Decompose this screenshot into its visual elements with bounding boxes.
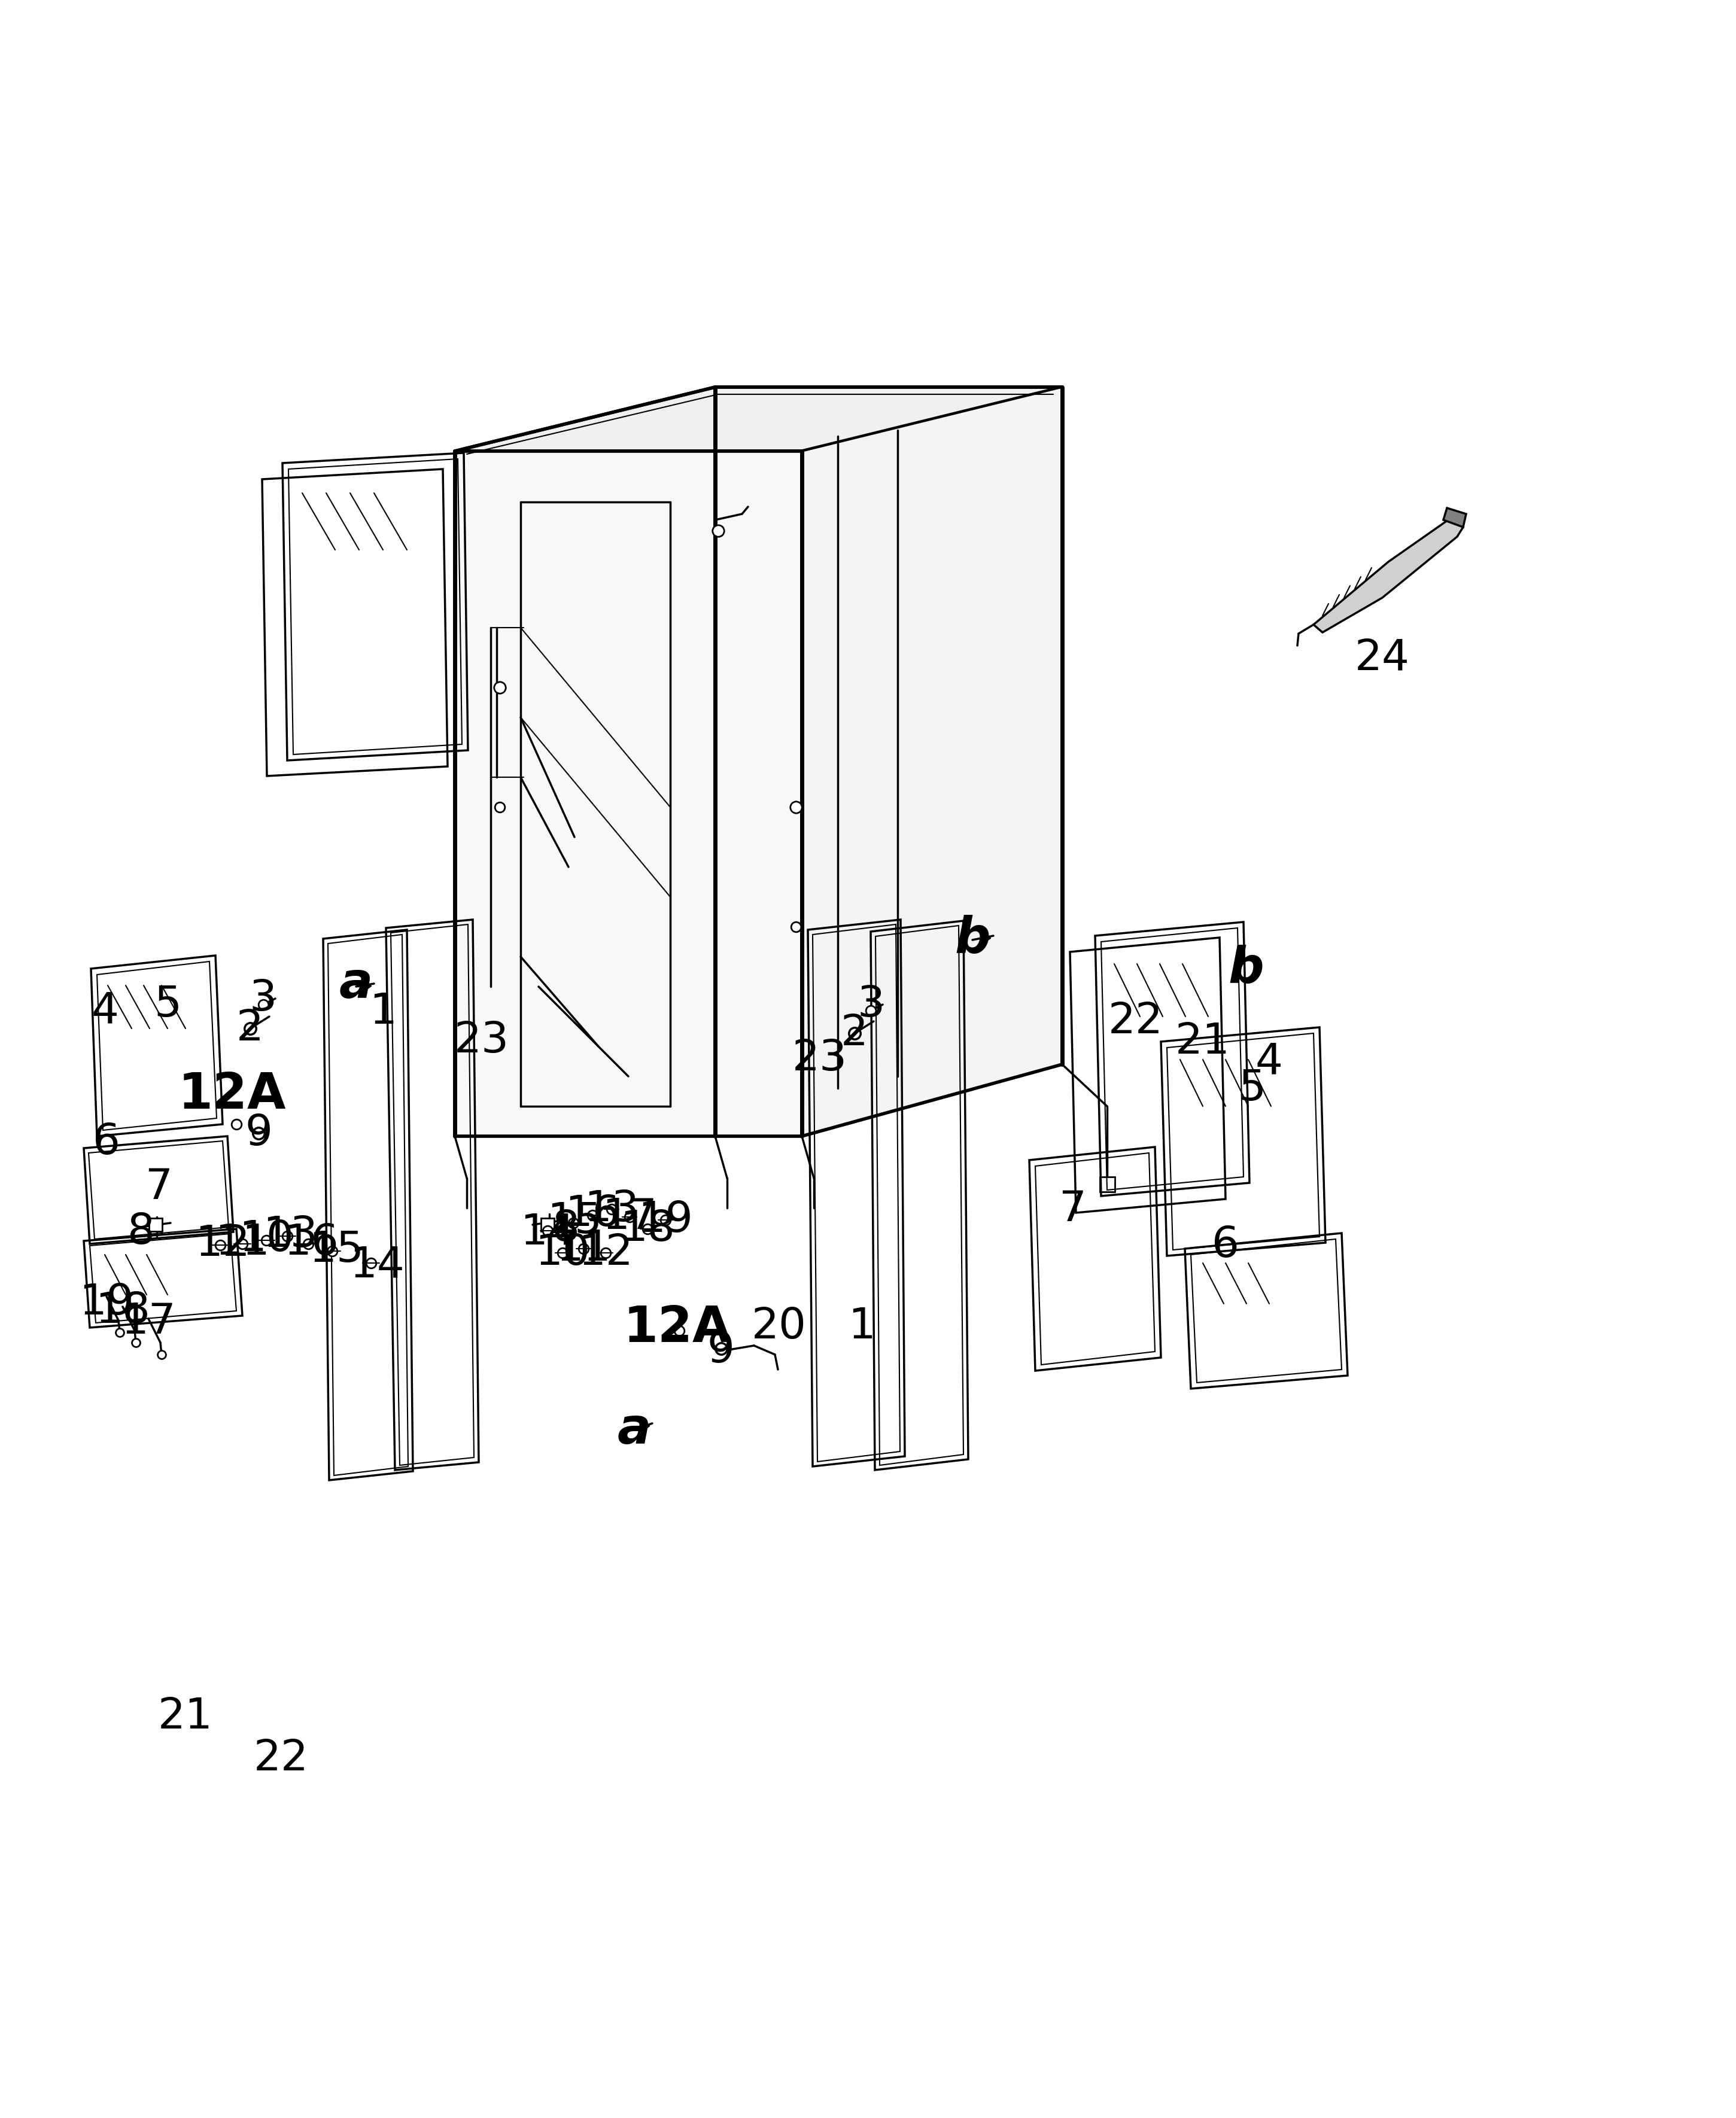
Text: 12: 12 bbox=[578, 1233, 634, 1273]
Text: 6: 6 bbox=[1212, 1224, 1240, 1267]
Text: 11: 11 bbox=[556, 1228, 611, 1269]
Text: 4: 4 bbox=[1255, 1042, 1283, 1082]
Text: b: b bbox=[1227, 945, 1264, 993]
Text: 23: 23 bbox=[792, 1038, 847, 1080]
Text: 1: 1 bbox=[847, 1307, 875, 1347]
Text: 11: 11 bbox=[215, 1222, 269, 1264]
Text: 13: 13 bbox=[583, 1188, 639, 1231]
Text: 18: 18 bbox=[620, 1209, 675, 1250]
Text: 16: 16 bbox=[283, 1222, 339, 1264]
Text: 20: 20 bbox=[752, 1307, 807, 1347]
Text: 2: 2 bbox=[236, 1008, 264, 1048]
Text: 8: 8 bbox=[552, 1209, 580, 1250]
Text: 12A: 12A bbox=[623, 1305, 731, 1351]
Text: 21: 21 bbox=[1175, 1021, 1231, 1063]
Polygon shape bbox=[1314, 521, 1463, 633]
Text: 7: 7 bbox=[1059, 1188, 1087, 1231]
Text: 15: 15 bbox=[547, 1201, 602, 1241]
Text: 3: 3 bbox=[250, 979, 278, 1019]
Text: 7: 7 bbox=[144, 1167, 172, 1207]
Text: 17: 17 bbox=[122, 1300, 175, 1343]
Text: b: b bbox=[955, 915, 990, 964]
Text: 10: 10 bbox=[240, 1218, 293, 1260]
Text: 22: 22 bbox=[253, 1739, 309, 1779]
Text: 12: 12 bbox=[194, 1224, 250, 1264]
Text: 17: 17 bbox=[602, 1197, 656, 1237]
Text: 5: 5 bbox=[1238, 1067, 1266, 1110]
Text: 16: 16 bbox=[564, 1195, 620, 1235]
Polygon shape bbox=[802, 388, 1062, 1137]
Text: 10: 10 bbox=[535, 1233, 590, 1273]
Text: 12A: 12A bbox=[179, 1070, 286, 1118]
Text: 23: 23 bbox=[455, 1021, 509, 1061]
Text: 6: 6 bbox=[92, 1123, 120, 1163]
Text: 9: 9 bbox=[245, 1112, 273, 1154]
Text: 4: 4 bbox=[90, 991, 118, 1031]
Text: 14: 14 bbox=[349, 1245, 404, 1286]
Polygon shape bbox=[455, 388, 1062, 451]
Text: 3: 3 bbox=[858, 985, 884, 1025]
Text: 8: 8 bbox=[127, 1211, 155, 1252]
Text: 21: 21 bbox=[158, 1697, 214, 1737]
Text: 24: 24 bbox=[1354, 638, 1410, 678]
Text: 18: 18 bbox=[95, 1290, 151, 1332]
Text: 9: 9 bbox=[707, 1330, 734, 1370]
Polygon shape bbox=[455, 451, 802, 1137]
Text: 22: 22 bbox=[1108, 1002, 1163, 1042]
Text: 2: 2 bbox=[840, 1012, 868, 1055]
Text: a: a bbox=[618, 1406, 651, 1453]
Text: 14: 14 bbox=[521, 1211, 575, 1252]
Text: 19: 19 bbox=[637, 1199, 693, 1241]
Text: 5: 5 bbox=[155, 985, 181, 1025]
Polygon shape bbox=[1443, 508, 1467, 527]
Text: 19: 19 bbox=[80, 1281, 134, 1324]
Text: 13: 13 bbox=[262, 1214, 318, 1256]
Text: 15: 15 bbox=[309, 1228, 365, 1271]
Text: a: a bbox=[339, 959, 373, 1008]
Text: 1: 1 bbox=[370, 991, 398, 1034]
